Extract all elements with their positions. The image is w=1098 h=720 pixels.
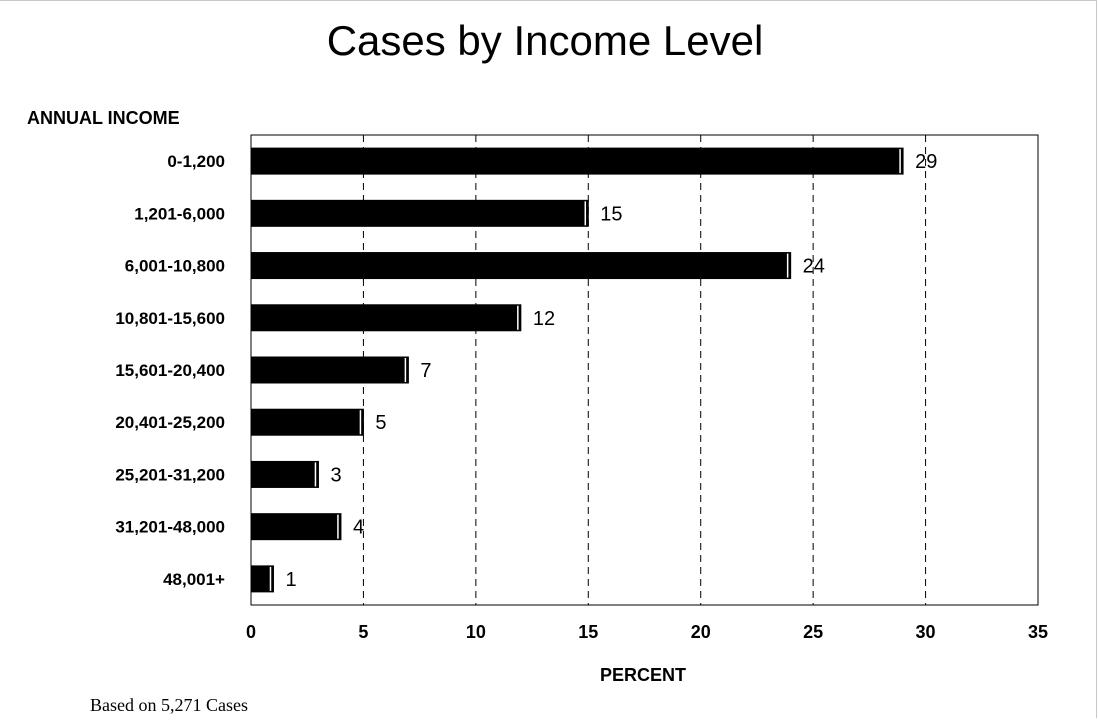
data-label: 24 bbox=[803, 256, 825, 278]
bar bbox=[250, 513, 342, 541]
category-label: 6,001-10,800 bbox=[125, 257, 225, 276]
bar bbox=[250, 252, 792, 280]
bar bbox=[250, 565, 274, 593]
data-label: 12 bbox=[533, 308, 555, 330]
bar bbox=[250, 304, 522, 332]
x-tick-label: 20 bbox=[691, 622, 711, 642]
x-tick-label: 25 bbox=[803, 622, 823, 642]
y-axis-label: ANNUAL INCOME bbox=[27, 108, 180, 128]
x-tick-label: 15 bbox=[578, 622, 598, 642]
data-label: 1 bbox=[285, 569, 296, 591]
data-label: 5 bbox=[375, 412, 386, 434]
bar bbox=[250, 147, 904, 175]
plot-area: 0 5 10 15 20 25 30 350-1,200 291,201-6,000 156,00… bbox=[115, 134, 1048, 642]
category-label: 31,201-48,000 bbox=[115, 518, 225, 537]
category-label: 15,601-20,400 bbox=[115, 361, 225, 380]
x-axis-label: PERCENT bbox=[600, 665, 686, 685]
category-label: 1,201-6,000 bbox=[134, 204, 225, 223]
data-label: 29 bbox=[915, 151, 937, 173]
chart-title: Cases by Income Level bbox=[327, 17, 764, 64]
x-tick-label: 10 bbox=[466, 622, 486, 642]
category-label: 48,001+ bbox=[163, 570, 225, 589]
category-label: 10,801-15,600 bbox=[115, 309, 225, 328]
x-tick-label: 35 bbox=[1028, 622, 1048, 642]
data-label: 7 bbox=[420, 360, 431, 382]
x-tick-label: 5 bbox=[358, 622, 368, 642]
footnote: Based on 5,271 Cases bbox=[90, 695, 248, 715]
bar bbox=[250, 199, 589, 227]
bar bbox=[250, 460, 319, 488]
data-label: 4 bbox=[353, 517, 364, 539]
data-label: 15 bbox=[600, 203, 622, 225]
category-label: 0-1,200 bbox=[167, 152, 225, 171]
category-label: 25,201-31,200 bbox=[115, 465, 225, 484]
bar bbox=[250, 408, 364, 436]
bar bbox=[250, 356, 409, 384]
data-label: 3 bbox=[330, 464, 341, 486]
x-tick-label: 30 bbox=[916, 622, 936, 642]
category-label: 20,401-25,200 bbox=[115, 413, 225, 432]
x-tick-label: 0 bbox=[246, 622, 256, 642]
